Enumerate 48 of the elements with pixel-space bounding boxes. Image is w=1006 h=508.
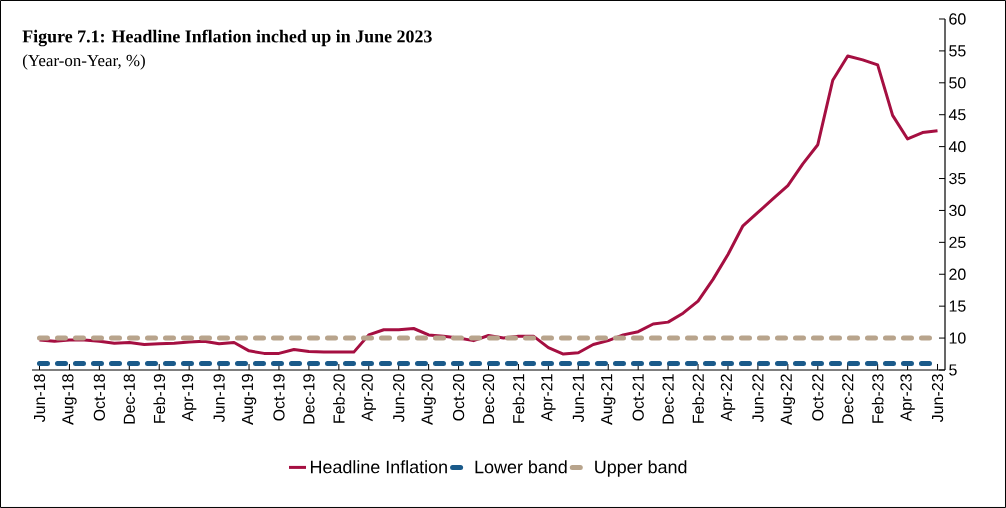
y-tick-label: 40 bbox=[948, 140, 966, 153]
x-tick-label: Jun-23 bbox=[931, 374, 944, 422]
text: (Year-on-Year, %) bbox=[22, 54, 145, 70]
x-tick-label: Oct-19 bbox=[273, 374, 285, 421]
x-tick-label: Apr-23 bbox=[900, 374, 915, 422]
x-tick-label: Oct-20 bbox=[452, 374, 465, 421]
x-tick-label: Apr-21 bbox=[541, 374, 556, 422]
x-tick-label: Feb-22 bbox=[692, 374, 704, 423]
x-tick-label: Aug-20 bbox=[421, 374, 436, 425]
x-tick-label: Jun-19 bbox=[213, 374, 225, 422]
x-tick-label: Oct-22 bbox=[812, 374, 824, 421]
x-tick-label: Apr-22 bbox=[720, 374, 736, 422]
y-tick-label: 5 bbox=[949, 364, 957, 376]
x-tick-label: Dec-21 bbox=[662, 374, 674, 424]
y-tick-label: 20 bbox=[949, 268, 966, 280]
y-tick-label: 15 bbox=[949, 300, 966, 312]
x-tick-label: Aug-21 bbox=[601, 374, 616, 425]
x-tick-label: Aug-18 bbox=[62, 374, 77, 425]
x-tick-label: Oct-18 bbox=[93, 374, 106, 421]
y-tick-label: 55 bbox=[949, 45, 966, 57]
y-tick-label: 30 bbox=[949, 204, 966, 217]
x-tick-label: Jun-20 bbox=[393, 374, 405, 422]
x-tick-label: Feb-21 bbox=[512, 374, 525, 423]
x-tick-label: Jun-21 bbox=[572, 374, 584, 422]
x-tick-label: Apr-20 bbox=[361, 374, 376, 422]
y-tick-label: 10 bbox=[949, 332, 966, 344]
x-tick-label: Dec-20 bbox=[482, 374, 495, 424]
y-tick-label: 35 bbox=[949, 172, 966, 185]
x-tick-label: Feb-20 bbox=[332, 374, 345, 423]
y-tick-label: 50 bbox=[949, 77, 966, 89]
x-tick-label: Feb-23 bbox=[871, 374, 884, 423]
x-tick-label: Dec-19 bbox=[303, 374, 315, 424]
x-tick-label: Aug-22 bbox=[780, 374, 796, 425]
text: Figure 7.1: Headline Inflation inched up in June 2023 bbox=[22, 29, 432, 47]
x-tick-label: Jun-18 bbox=[33, 374, 46, 422]
y-tick-label: 25 bbox=[949, 236, 966, 248]
x-tick-label: Oct-21 bbox=[632, 374, 644, 421]
x-tick-label: Dec-22 bbox=[842, 374, 854, 424]
x-tick-label: Aug-19 bbox=[241, 374, 257, 425]
y-tick-label: 60 bbox=[949, 13, 966, 25]
x-tick-label: Apr-19 bbox=[181, 374, 197, 422]
legend-label: Lower band bbox=[475, 460, 567, 474]
y-tick-label: 45 bbox=[948, 109, 966, 121]
x-tick-label: Dec-18 bbox=[123, 374, 135, 424]
legend-label: Upper band bbox=[595, 460, 687, 477]
x-tick-label: Jun-22 bbox=[752, 374, 764, 422]
legend-label: Headline Inflation bbox=[310, 460, 447, 474]
x-tick-label: Feb-19 bbox=[153, 374, 166, 423]
